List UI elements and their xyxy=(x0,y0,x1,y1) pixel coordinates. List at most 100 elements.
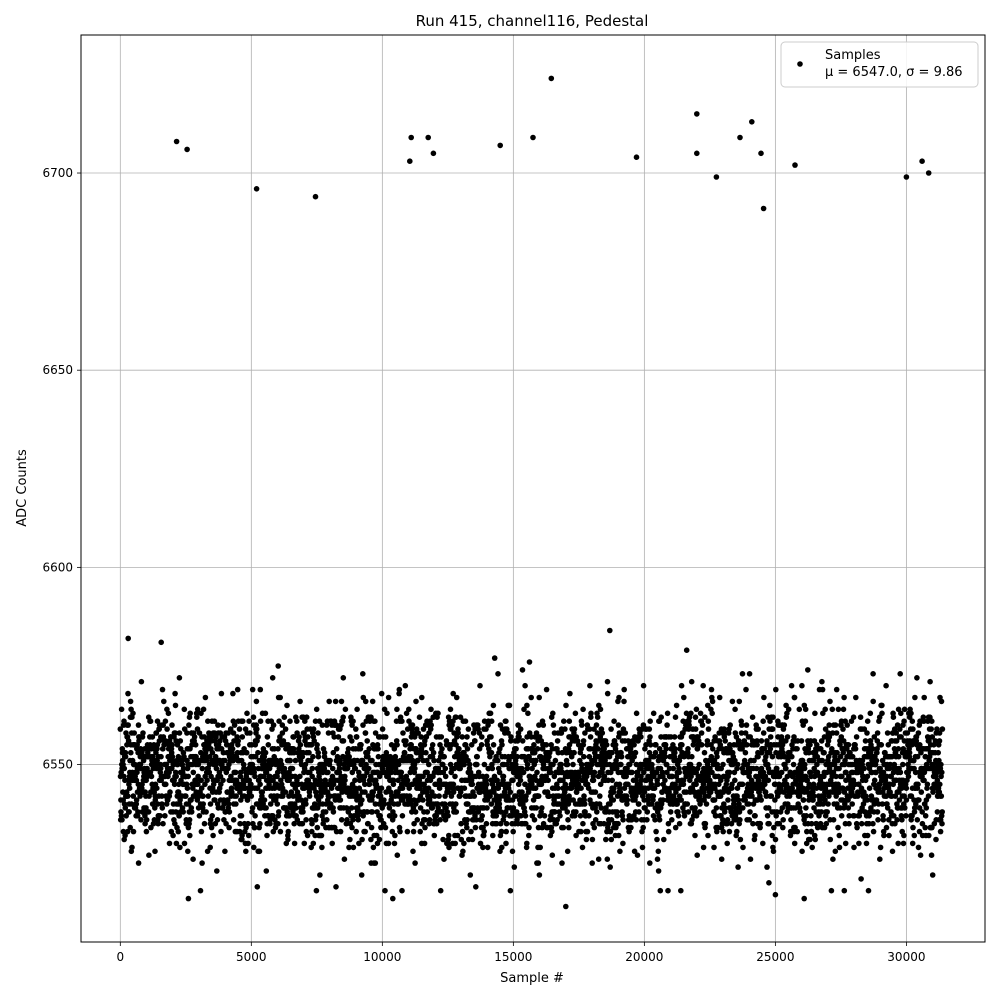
sample-point xyxy=(587,734,594,740)
sample-point xyxy=(709,710,715,717)
outlier-point xyxy=(312,193,319,200)
sample-point xyxy=(840,726,846,732)
sample-point xyxy=(362,781,368,788)
sample-point xyxy=(799,682,805,689)
sample-point xyxy=(675,813,682,819)
sample-point xyxy=(818,738,825,744)
sample-point xyxy=(411,820,417,827)
sample-point xyxy=(729,698,736,705)
sample-point xyxy=(507,887,514,894)
sample-point xyxy=(738,730,745,736)
sample-point xyxy=(667,809,674,815)
x-axis-ticks: 0 5000 10000 15000 20000 25000 30000 xyxy=(116,942,925,964)
sample-point xyxy=(647,860,653,866)
sample-point xyxy=(269,675,276,681)
sample-point xyxy=(703,801,710,807)
sample-point xyxy=(154,801,161,807)
sample-point xyxy=(535,793,542,799)
sample-point xyxy=(660,797,666,803)
sample-point xyxy=(922,813,929,819)
sample-point xyxy=(633,817,640,823)
sample-point xyxy=(681,694,687,701)
sample-point xyxy=(524,840,530,847)
sample-point xyxy=(684,801,691,807)
sample-point xyxy=(812,836,819,843)
sample-point xyxy=(893,730,899,736)
sample-point xyxy=(420,797,426,803)
sample-point xyxy=(255,749,261,756)
sample-point xyxy=(312,777,319,784)
sample-point xyxy=(540,820,547,827)
sample-point xyxy=(202,694,209,701)
sample-point xyxy=(368,836,374,843)
sample-point xyxy=(678,887,684,894)
sample-point xyxy=(746,817,753,823)
sample-point xyxy=(327,793,333,799)
sample-point xyxy=(197,887,204,894)
sample-point xyxy=(250,714,257,720)
sample-point xyxy=(559,749,565,756)
sample-point xyxy=(609,749,615,756)
sample-point xyxy=(901,832,907,839)
sample-point xyxy=(297,742,304,748)
sample-point xyxy=(174,761,181,768)
sample-point xyxy=(465,801,471,807)
sample-point xyxy=(753,765,760,772)
sample-point xyxy=(181,753,187,760)
sample-point xyxy=(310,840,317,847)
sample-point xyxy=(834,749,840,756)
sample-point xyxy=(332,698,339,705)
sample-point xyxy=(289,765,296,772)
sample-point xyxy=(665,887,671,894)
sample-point xyxy=(936,730,943,736)
sample-point xyxy=(340,738,347,744)
sample-point xyxy=(441,856,447,862)
sample-point xyxy=(279,730,286,736)
sample-point xyxy=(654,836,660,843)
sample-point xyxy=(291,734,297,740)
sample-point xyxy=(239,836,245,843)
y-axis-label: ADC Counts xyxy=(15,449,30,527)
sample-point xyxy=(863,840,870,847)
sample-point xyxy=(318,832,325,839)
sample-point xyxy=(598,805,604,811)
sample-point xyxy=(676,769,682,776)
sample-point xyxy=(446,844,452,851)
sample-point xyxy=(234,686,241,693)
sample-point xyxy=(399,718,405,724)
sample-point xyxy=(604,690,611,697)
sample-point xyxy=(183,793,189,799)
sample-point xyxy=(515,722,521,728)
sample-point xyxy=(358,742,364,748)
sample-point xyxy=(412,860,418,866)
sample-point xyxy=(608,817,615,823)
sample-point xyxy=(906,749,913,756)
sample-point xyxy=(162,813,168,819)
sample-point xyxy=(879,710,885,717)
sample-point xyxy=(172,702,179,709)
sample-point xyxy=(230,817,237,823)
sample-point xyxy=(314,824,321,831)
sample-point xyxy=(349,824,355,831)
sample-point xyxy=(856,840,862,847)
sample-point xyxy=(469,781,476,788)
sample-point xyxy=(477,682,483,689)
sample-point xyxy=(565,817,571,823)
sample-point xyxy=(797,809,803,815)
sample-point xyxy=(306,749,312,756)
sample-point xyxy=(550,710,556,717)
outlier-point xyxy=(713,174,720,180)
sample-point xyxy=(122,749,129,756)
sample-point xyxy=(121,765,128,772)
sample-point xyxy=(237,769,244,776)
sample-point xyxy=(540,722,547,728)
sample-point xyxy=(310,753,316,760)
sample-point xyxy=(683,789,690,795)
sample-point xyxy=(681,753,687,760)
sample-point xyxy=(693,706,700,713)
sample-point xyxy=(635,738,641,744)
sample-point xyxy=(251,824,258,831)
sample-point xyxy=(526,832,532,839)
sample-point xyxy=(471,793,478,799)
sample-point xyxy=(580,820,586,827)
